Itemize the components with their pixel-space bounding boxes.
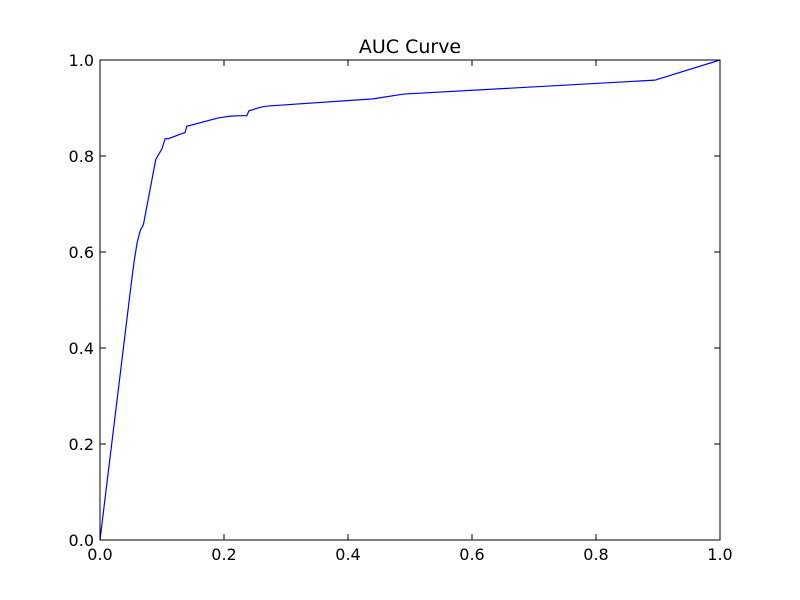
x-tick-label: 1.0 — [707, 545, 732, 564]
y-tick-label: 0.4 — [69, 339, 94, 358]
y-tick-label: 1.0 — [69, 51, 94, 70]
y-tick-label: 0.6 — [69, 243, 94, 262]
axes-frame — [99, 59, 721, 541]
chart-title: AUC Curve — [359, 36, 461, 58]
y-tick-label: 0.2 — [69, 435, 94, 454]
x-tick-label: 0.0 — [87, 545, 112, 564]
x-tick-label: 0.2 — [211, 545, 236, 564]
y-tick-label: 0.8 — [69, 147, 94, 166]
plot-area: 0.0 0.2 0.4 0.6 0.8 1.0 0.0 0.2 0.4 0.6 0.8 1.0 — [69, 51, 733, 564]
x-tick-label: 0.4 — [335, 545, 360, 564]
x-tick-label: 0.8 — [583, 545, 608, 564]
x-tick-label: 0.6 — [459, 545, 484, 564]
y-tick-label: 0.0 — [69, 531, 94, 550]
series-line-roc — [99, 59, 721, 541]
